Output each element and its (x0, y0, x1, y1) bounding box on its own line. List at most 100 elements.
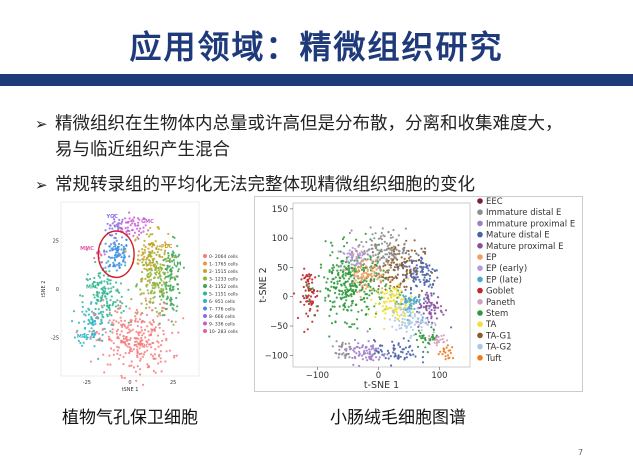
data-point (107, 287, 110, 290)
data-point (359, 256, 362, 259)
data-point (375, 268, 378, 271)
data-point (113, 214, 116, 217)
data-point (165, 339, 168, 342)
data-point (405, 268, 409, 272)
data-point (164, 302, 167, 305)
data-point (341, 343, 344, 346)
data-point (418, 302, 422, 306)
data-point (129, 350, 132, 353)
data-point (351, 356, 354, 359)
data-point (143, 267, 146, 270)
data-point (176, 283, 180, 286)
data-point (168, 265, 171, 268)
data-point (117, 222, 120, 225)
data-point (386, 353, 389, 356)
data-point (383, 249, 386, 252)
data-point (154, 348, 157, 351)
data-point (155, 310, 158, 313)
data-point (124, 221, 128, 224)
y-tick-label: 25 (53, 239, 59, 245)
data-point (409, 322, 412, 325)
data-point (366, 297, 369, 300)
data-point (136, 258, 139, 261)
data-point (339, 269, 342, 272)
data-point (152, 277, 156, 280)
data-point (445, 346, 448, 349)
data-point (144, 299, 148, 302)
data-point (151, 341, 154, 345)
data-point (347, 305, 350, 308)
data-point (153, 329, 156, 332)
data-point (413, 333, 416, 336)
legend-swatch (477, 254, 483, 260)
data-point (377, 285, 380, 288)
data-point (107, 255, 110, 258)
data-point (120, 330, 123, 333)
data-point (337, 274, 340, 277)
data-point (116, 263, 119, 266)
data-point (371, 275, 374, 278)
data-point (446, 339, 449, 342)
data-point (136, 348, 139, 351)
data-point (158, 270, 161, 273)
data-point (124, 325, 127, 328)
data-point (419, 331, 422, 334)
data-point (415, 264, 418, 267)
data-point (161, 309, 164, 312)
data-point (365, 240, 368, 244)
data-point (106, 282, 109, 285)
data-point (363, 296, 366, 300)
data-point (145, 284, 148, 287)
data-point (415, 301, 418, 304)
data-point (77, 321, 81, 324)
data-point (413, 323, 416, 326)
data-point (89, 335, 92, 338)
data-point (137, 332, 140, 335)
data-point (141, 261, 144, 264)
data-point (367, 308, 370, 311)
data-point (420, 313, 423, 317)
data-point (174, 254, 177, 257)
data-point (159, 314, 162, 317)
data-point (451, 357, 455, 360)
data-point (171, 331, 174, 334)
data-point (178, 253, 181, 256)
cluster-label: GC (112, 246, 120, 252)
data-point (310, 303, 313, 306)
data-point (120, 263, 123, 266)
legend-swatch (477, 310, 483, 316)
data-point (342, 277, 346, 280)
data-point (361, 284, 364, 287)
data-point (348, 231, 351, 235)
data-point (176, 305, 179, 308)
data-point (169, 287, 172, 290)
data-point (141, 334, 144, 337)
data-point (110, 323, 113, 326)
data-point (366, 330, 369, 333)
data-point (151, 286, 154, 290)
data-point (157, 248, 160, 251)
data-point (153, 251, 156, 255)
data-point (292, 292, 296, 295)
data-point (428, 304, 431, 307)
data-point (423, 273, 426, 277)
data-point (147, 338, 150, 341)
data-point (374, 347, 378, 350)
data-point (332, 277, 335, 280)
data-point (354, 285, 357, 288)
data-point (115, 232, 118, 235)
data-point (138, 227, 142, 230)
data-point (145, 268, 148, 271)
data-point (152, 259, 155, 262)
data-point (328, 314, 331, 317)
data-point (387, 357, 390, 360)
data-point (401, 261, 404, 264)
data-point (342, 270, 345, 273)
data-point (91, 323, 94, 326)
page-number: 7 (578, 448, 584, 457)
data-point (331, 271, 334, 274)
legend-swatch (477, 209, 483, 215)
data-point (109, 224, 112, 227)
data-point (160, 298, 163, 301)
data-point (157, 312, 160, 315)
